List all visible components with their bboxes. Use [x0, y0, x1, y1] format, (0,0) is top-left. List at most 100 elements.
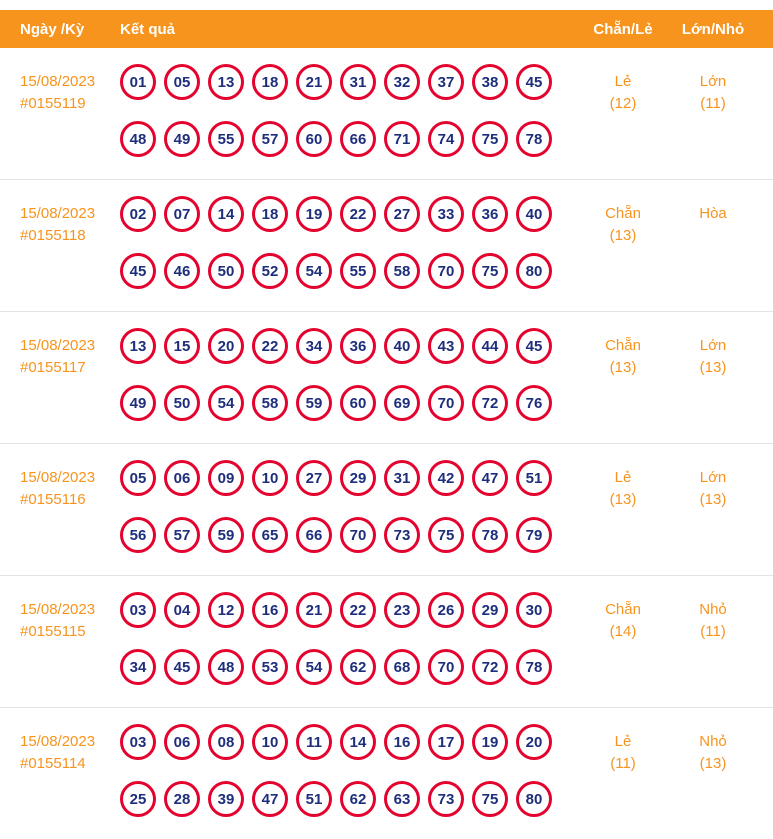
numbers-line-2: 34 45 48 53 54 62 68 70 72 78 — [120, 649, 573, 685]
lottery-number-ball: 47 — [252, 781, 288, 817]
lottery-number-ball: 76 — [516, 385, 552, 421]
lottery-number-ball: 45 — [516, 64, 552, 100]
lottery-number-ball: 18 — [252, 196, 288, 232]
lottery-number-ball: 75 — [472, 781, 508, 817]
evenodd-stat: Lẻ (12) — [573, 64, 673, 157]
draw-period: #0155118 — [20, 226, 86, 244]
results-body: 15/08/2023 #0155119 01 05 13 18 21 31 32 37 38 45… — [0, 48, 773, 839]
lottery-number-ball: 51 — [296, 781, 332, 817]
lottery-number-ball: 70 — [428, 385, 464, 421]
lottery-number-ball: 45 — [516, 328, 552, 364]
lottery-number-ball: 66 — [296, 517, 332, 553]
lottery-number-ball: 42 — [428, 460, 464, 496]
draw-date: 15/08/2023 — [20, 601, 96, 618]
lottery-number-ball: 70 — [428, 253, 464, 289]
lottery-number-ball: 29 — [472, 592, 508, 628]
lottery-number-ball: 06 — [164, 724, 200, 760]
lottery-number-ball: 72 — [472, 385, 508, 421]
bigsmall-count: (13) — [699, 754, 727, 772]
lottery-number-ball: 05 — [164, 64, 200, 100]
bigsmall-label: Nhỏ — [699, 601, 727, 618]
lottery-number-ball: 44 — [472, 328, 508, 364]
lottery-number-ball: 54 — [296, 253, 332, 289]
draw-date-period: 15/08/2023 #0155118 — [20, 196, 120, 289]
numbers-line-2: 56 57 59 65 66 70 73 75 78 79 — [120, 517, 573, 553]
drawn-numbers: 03 06 08 10 11 14 16 17 19 20 25 28 39 47 51 62 63 73 75 8… — [120, 724, 573, 817]
lottery-number-ball: 29 — [340, 460, 376, 496]
drawn-numbers: 01 05 13 18 21 31 32 37 38 45 48 49 55 57 60 66 71 74 75 7… — [120, 64, 573, 157]
lottery-number-ball: 22 — [340, 592, 376, 628]
lottery-number-ball: 49 — [164, 121, 200, 157]
lottery-number-ball: 73 — [428, 781, 464, 817]
lottery-number-ball: 55 — [340, 253, 376, 289]
lottery-number-ball: 54 — [208, 385, 244, 421]
draw-date: 15/08/2023 — [20, 469, 96, 486]
bigsmall-label: Nhỏ — [699, 733, 727, 750]
lottery-number-ball: 06 — [164, 460, 200, 496]
lottery-number-ball: 40 — [516, 196, 552, 232]
lottery-number-ball: 05 — [120, 460, 156, 496]
numbers-line-2: 45 46 50 52 54 55 58 70 75 80 — [120, 253, 573, 289]
lottery-number-ball: 13 — [120, 328, 156, 364]
lottery-number-ball: 79 — [516, 517, 552, 553]
draw-period: #0155115 — [20, 622, 86, 640]
evenodd-label: Lẻ — [614, 469, 632, 486]
evenodd-stat: Chẵn (14) — [573, 592, 673, 685]
bigsmall-stat: Lớn (13) — [673, 328, 753, 421]
lottery-number-ball: 66 — [340, 121, 376, 157]
bigsmall-label: Lớn — [699, 73, 727, 90]
lottery-number-ball: 74 — [428, 121, 464, 157]
lottery-number-ball: 62 — [340, 781, 376, 817]
result-row: 15/08/2023 #0155119 01 05 13 18 21 31 32 37 38 45… — [0, 48, 773, 180]
lottery-number-ball: 04 — [164, 592, 200, 628]
lottery-number-ball: 34 — [120, 649, 156, 685]
evenodd-count: (13) — [609, 226, 637, 244]
draw-period: #0155119 — [20, 94, 86, 112]
lottery-number-ball: 46 — [164, 253, 200, 289]
evenodd-count: (13) — [609, 358, 637, 376]
draw-date-period: 15/08/2023 #0155115 — [20, 592, 120, 685]
numbers-line-2: 48 49 55 57 60 66 71 74 75 78 — [120, 121, 573, 157]
bigsmall-count: (13) — [699, 490, 727, 508]
numbers-line-1: 03 04 12 16 21 22 23 26 29 30 — [120, 592, 573, 628]
lottery-number-ball: 52 — [252, 253, 288, 289]
draw-date: 15/08/2023 — [20, 205, 96, 222]
lottery-number-ball: 16 — [384, 724, 420, 760]
lottery-number-ball: 22 — [340, 196, 376, 232]
draw-date: 15/08/2023 — [20, 73, 96, 90]
lottery-number-ball: 16 — [252, 592, 288, 628]
header-col-result: Kết quả — [120, 20, 176, 38]
lottery-number-ball: 70 — [340, 517, 376, 553]
lottery-number-ball: 73 — [384, 517, 420, 553]
lottery-number-ball: 49 — [120, 385, 156, 421]
draw-period: #0155117 — [20, 358, 86, 376]
lottery-number-ball: 71 — [384, 121, 420, 157]
lottery-number-ball: 28 — [164, 781, 200, 817]
lottery-number-ball: 48 — [120, 121, 156, 157]
lottery-number-ball: 13 — [208, 64, 244, 100]
lottery-number-ball: 25 — [120, 781, 156, 817]
numbers-line-1: 02 07 14 18 19 22 27 33 36 40 — [120, 196, 573, 232]
lottery-number-ball: 26 — [428, 592, 464, 628]
draw-date-period: 15/08/2023 #0155119 — [20, 64, 120, 157]
lottery-number-ball: 78 — [516, 121, 552, 157]
bigsmall-count: (11) — [700, 622, 726, 640]
evenodd-count: (12) — [609, 94, 637, 112]
evenodd-stat: Lẻ (13) — [573, 460, 673, 553]
lottery-number-ball: 17 — [428, 724, 464, 760]
bigsmall-label: Lớn — [699, 469, 727, 486]
lottery-number-ball: 50 — [208, 253, 244, 289]
results-table-header: Ngày /Kỳ Kết quả Chẵn/Lẻ Lớn/Nhỏ — [0, 10, 773, 48]
lottery-number-ball: 45 — [120, 253, 156, 289]
lottery-number-ball: 14 — [340, 724, 376, 760]
draw-date-period: 15/08/2023 #0155114 — [20, 724, 120, 817]
evenodd-count: (11) — [610, 754, 636, 772]
lottery-number-ball: 08 — [208, 724, 244, 760]
lottery-number-ball: 20 — [516, 724, 552, 760]
lottery-number-ball: 68 — [384, 649, 420, 685]
header-col-evenodd: Chẵn/Lẻ — [593, 20, 653, 38]
lottery-number-ball: 48 — [208, 649, 244, 685]
bigsmall-label: Hòa — [699, 205, 727, 222]
result-row: 15/08/2023 #0155115 03 04 12 16 21 22 23 26 29 30… — [0, 576, 773, 708]
lottery-number-ball: 14 — [208, 196, 244, 232]
